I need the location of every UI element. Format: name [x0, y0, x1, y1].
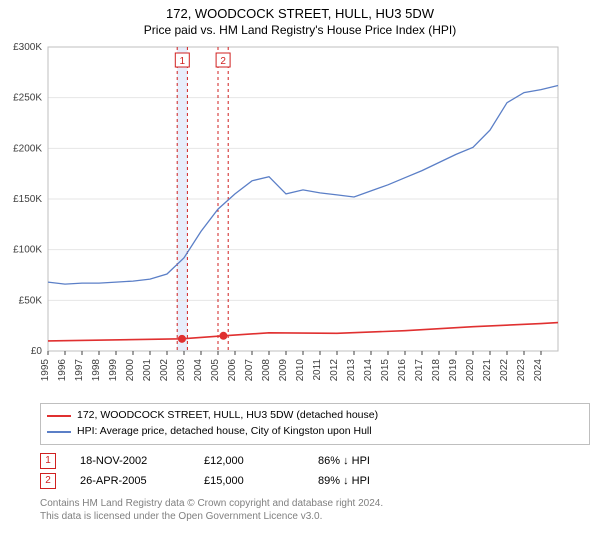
marker-date-1: 18-NOV-2002 — [80, 455, 180, 467]
svg-text:2004: 2004 — [193, 359, 204, 382]
svg-text:1995: 1995 — [40, 359, 51, 382]
svg-text:2000: 2000 — [125, 359, 136, 382]
svg-text:2009: 2009 — [278, 359, 289, 382]
svg-text:2022: 2022 — [499, 359, 510, 382]
svg-text:1: 1 — [180, 56, 186, 67]
svg-text:£150K: £150K — [13, 194, 42, 205]
svg-text:2010: 2010 — [295, 359, 306, 382]
svg-text:1998: 1998 — [91, 359, 102, 382]
svg-text:2019: 2019 — [448, 359, 459, 382]
svg-text:1999: 1999 — [108, 359, 119, 382]
svg-text:2013: 2013 — [346, 359, 357, 382]
svg-text:£50K: £50K — [19, 295, 43, 306]
svg-text:2021: 2021 — [482, 359, 493, 382]
chart-header: 172, WOODCOCK STREET, HULL, HU3 5DW Pric… — [0, 0, 600, 39]
marker-row-2: 2 26-APR-2005 £15,000 89% ↓ HPI — [40, 471, 590, 491]
footnote-line-2: This data is licensed under the Open Gov… — [40, 510, 590, 523]
svg-text:£100K: £100K — [13, 245, 42, 256]
marker-price-2: £15,000 — [204, 475, 294, 487]
svg-text:2007: 2007 — [244, 359, 255, 382]
marker-table: 1 18-NOV-2002 £12,000 86% ↓ HPI 2 26-APR… — [40, 451, 590, 491]
svg-text:2008: 2008 — [261, 359, 272, 382]
marker-badge-1: 1 — [40, 453, 56, 469]
legend-item-price-paid: 172, WOODCOCK STREET, HULL, HU3 5DW (det… — [47, 408, 583, 424]
marker-row-1: 1 18-NOV-2002 £12,000 86% ↓ HPI — [40, 451, 590, 471]
marker-date-2: 26-APR-2005 — [80, 475, 180, 487]
chart-area: £0 £50K £100K £150K £200K £250K £300K 1 2 1995 199… — [0, 39, 600, 399]
legend-item-hpi: HPI: Average price, detached house, City… — [47, 424, 583, 440]
svg-text:2005: 2005 — [210, 359, 221, 382]
svg-text:2001: 2001 — [142, 359, 153, 382]
svg-text:2018: 2018 — [431, 359, 442, 382]
marker-pct-1: 86% ↓ HPI — [318, 455, 428, 467]
svg-text:£0: £0 — [31, 346, 43, 357]
svg-text:2002: 2002 — [159, 359, 170, 382]
svg-text:2003: 2003 — [176, 359, 187, 382]
marker-price-1: £12,000 — [204, 455, 294, 467]
legend-swatch-price-paid — [47, 415, 71, 417]
footnote-line-1: Contains HM Land Registry data © Crown c… — [40, 497, 590, 510]
svg-text:2011: 2011 — [312, 359, 323, 381]
svg-text:2006: 2006 — [227, 359, 238, 382]
legend-label-price-paid: 172, WOODCOCK STREET, HULL, HU3 5DW (det… — [77, 408, 378, 424]
svg-text:2016: 2016 — [397, 359, 408, 382]
footnote: Contains HM Land Registry data © Crown c… — [40, 497, 590, 523]
svg-text:£300K: £300K — [13, 42, 42, 53]
legend-label-hpi: HPI: Average price, detached house, City… — [77, 424, 372, 440]
svg-text:1997: 1997 — [74, 359, 85, 382]
legend: 172, WOODCOCK STREET, HULL, HU3 5DW (det… — [40, 403, 590, 445]
marker-badge-2: 2 — [40, 473, 56, 489]
svg-text:2014: 2014 — [363, 359, 374, 382]
svg-text:1996: 1996 — [57, 359, 68, 382]
line-chart: £0 £50K £100K £150K £200K £250K £300K 1 2 1995 199… — [0, 39, 570, 399]
svg-text:2015: 2015 — [380, 359, 391, 382]
svg-text:2024: 2024 — [533, 359, 544, 382]
page-title: 172, WOODCOCK STREET, HULL, HU3 5DW — [0, 6, 600, 21]
svg-text:2: 2 — [220, 56, 226, 67]
svg-text:£250K: £250K — [13, 93, 42, 104]
svg-text:2020: 2020 — [465, 359, 476, 382]
svg-text:2012: 2012 — [329, 359, 340, 382]
marker-pct-2: 89% ↓ HPI — [318, 475, 428, 487]
svg-text:2023: 2023 — [516, 359, 527, 382]
svg-text:2017: 2017 — [414, 359, 425, 382]
page-subtitle: Price paid vs. HM Land Registry's House … — [0, 23, 600, 37]
legend-swatch-hpi — [47, 431, 71, 433]
svg-text:£200K: £200K — [13, 143, 42, 154]
